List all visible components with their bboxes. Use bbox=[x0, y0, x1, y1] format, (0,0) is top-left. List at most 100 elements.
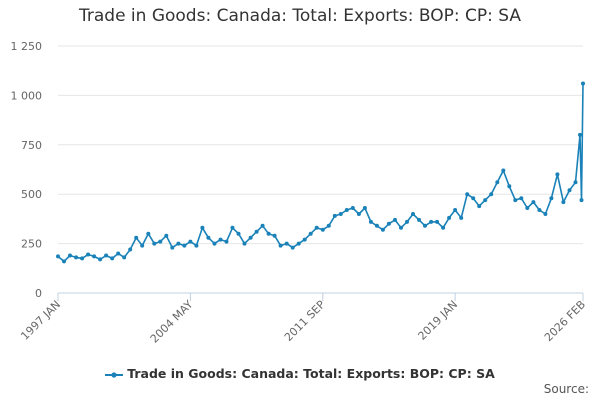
x-tick-label: 1997 JAN bbox=[18, 298, 63, 343]
data-point bbox=[170, 245, 175, 250]
data-point bbox=[272, 233, 277, 238]
source-label: Source: bbox=[543, 382, 589, 396]
data-point bbox=[56, 254, 60, 259]
data-point bbox=[465, 192, 470, 197]
data-point bbox=[386, 221, 391, 226]
data-point bbox=[350, 206, 355, 210]
data-point bbox=[578, 132, 582, 137]
data-point bbox=[501, 168, 506, 173]
data-point bbox=[453, 208, 458, 212]
data-point bbox=[362, 206, 367, 210]
data-point bbox=[374, 223, 379, 228]
data-point bbox=[110, 256, 115, 261]
data-point bbox=[158, 239, 163, 244]
y-tick-label: 1 250 bbox=[11, 40, 43, 53]
data-point bbox=[182, 243, 187, 248]
y-tick-label: 750 bbox=[21, 139, 42, 152]
data-point bbox=[230, 225, 235, 230]
data-point bbox=[537, 208, 542, 212]
data-point bbox=[98, 257, 103, 262]
data-point bbox=[74, 255, 79, 260]
data-point bbox=[224, 239, 229, 244]
data-point bbox=[218, 237, 223, 242]
data-point bbox=[423, 223, 427, 228]
data-point bbox=[483, 198, 488, 203]
legend-label: Trade in Goods: Canada: Total: Exports: … bbox=[127, 366, 495, 381]
y-tick-label: 1 000 bbox=[11, 89, 43, 102]
data-point bbox=[200, 225, 205, 230]
data-point bbox=[242, 241, 247, 246]
data-point bbox=[441, 225, 446, 230]
data-point bbox=[206, 235, 211, 240]
axis-layer bbox=[57, 292, 584, 301]
data-point bbox=[188, 239, 193, 244]
legend[interactable]: Trade in Goods: Canada: Total: Exports: … bbox=[0, 366, 600, 381]
data-point bbox=[555, 172, 560, 177]
data-point bbox=[62, 259, 66, 264]
data-point bbox=[116, 251, 121, 256]
y-tick-label: 500 bbox=[21, 188, 42, 201]
data-point bbox=[122, 255, 127, 260]
y-tick-label: 250 bbox=[21, 238, 42, 251]
data-point bbox=[399, 225, 403, 230]
y-tick-label: 0 bbox=[35, 287, 42, 300]
data-point bbox=[567, 188, 572, 193]
data-point bbox=[531, 200, 536, 205]
legend-swatch-icon bbox=[105, 371, 124, 378]
data-point bbox=[248, 235, 253, 240]
data-point bbox=[429, 219, 434, 224]
grid-layer bbox=[58, 45, 583, 245]
data-point bbox=[152, 241, 157, 246]
data-point bbox=[417, 217, 421, 222]
label-layer: 0 250 500 750 1 000 1 250 1997 JAN 2004 MAY 2011… bbox=[11, 40, 589, 346]
data-point bbox=[543, 212, 548, 216]
data-point bbox=[266, 231, 271, 236]
data-point bbox=[471, 196, 476, 201]
data-point bbox=[212, 241, 217, 246]
data-point bbox=[134, 235, 139, 240]
x-tick-label: 2011 SEP bbox=[282, 298, 328, 344]
data-point bbox=[290, 245, 295, 250]
data-point bbox=[146, 231, 151, 236]
data-point bbox=[68, 253, 72, 258]
series-layer bbox=[56, 81, 585, 264]
data-point bbox=[80, 256, 85, 261]
data-point bbox=[447, 215, 452, 220]
data-point bbox=[393, 217, 397, 222]
data-point bbox=[495, 180, 500, 185]
data-point bbox=[579, 198, 584, 203]
data-point bbox=[164, 233, 169, 238]
data-point bbox=[326, 223, 331, 228]
x-tick-label: 2004 MAY bbox=[148, 298, 196, 346]
chart-title: Trade in Goods: Canada: Total: Exports: … bbox=[78, 6, 521, 26]
data-point bbox=[92, 254, 97, 259]
data-point bbox=[296, 241, 301, 246]
data-point bbox=[573, 180, 578, 185]
data-point bbox=[513, 198, 518, 203]
data-point bbox=[459, 215, 464, 220]
data-point bbox=[519, 196, 524, 201]
data-point bbox=[411, 212, 415, 216]
data-point bbox=[435, 219, 440, 224]
data-point bbox=[176, 241, 181, 246]
data-point bbox=[581, 81, 585, 86]
data-point bbox=[405, 219, 409, 224]
data-point bbox=[380, 227, 385, 232]
data-point bbox=[284, 241, 289, 246]
data-point bbox=[254, 229, 259, 234]
data-point bbox=[260, 223, 265, 228]
data-point bbox=[278, 243, 283, 248]
data-point bbox=[302, 237, 307, 242]
data-point bbox=[128, 247, 133, 252]
data-point bbox=[338, 212, 343, 216]
data-point bbox=[489, 192, 494, 197]
x-tick-label: 2026 FEB bbox=[542, 298, 588, 344]
data-point bbox=[194, 243, 199, 248]
data-point bbox=[236, 231, 241, 236]
data-point bbox=[332, 213, 337, 218]
data-point bbox=[86, 252, 91, 257]
data-point bbox=[368, 219, 373, 224]
x-tick-label: 2019 JAN bbox=[416, 298, 461, 343]
data-point bbox=[344, 208, 349, 212]
data-point bbox=[308, 231, 313, 236]
